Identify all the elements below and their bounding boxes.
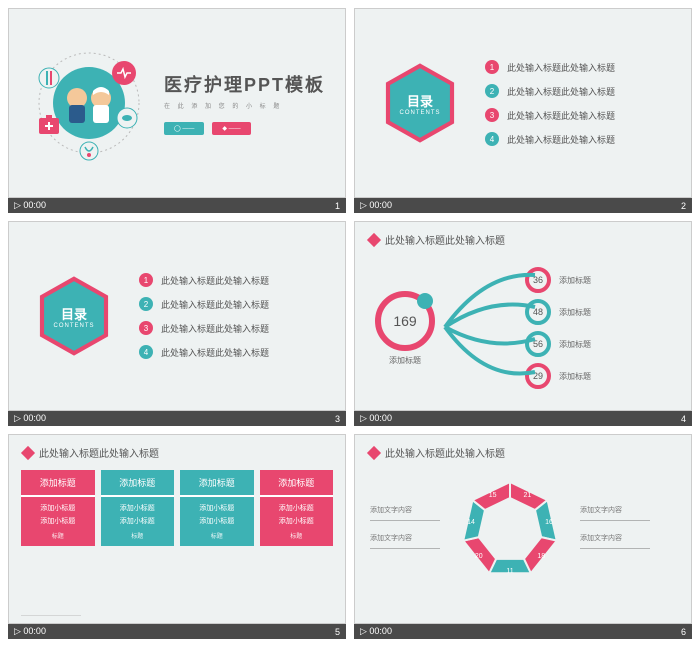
slide-header: 此处输入标题此处输入标题 bbox=[9, 435, 345, 470]
page-number: 4 bbox=[681, 414, 686, 424]
toc-item[interactable]: 1此处输入标题此处输入标题 bbox=[139, 273, 269, 287]
title-block: 医疗护理PPT模板 在 此 添 加 您 的 小 标 题 ◯ —— ◆ —— bbox=[164, 71, 325, 135]
toc-subtitle: CONTENTS bbox=[400, 110, 441, 116]
card[interactable]: 添加标题 添加小标题添加小标题标题 bbox=[101, 470, 175, 623]
svg-text:21: 21 bbox=[523, 492, 531, 499]
time-label: 00:00 bbox=[14, 200, 46, 211]
card[interactable]: 添加标题 添加小标题添加小标题标题 bbox=[21, 470, 95, 623]
center-value: 169 bbox=[375, 291, 435, 351]
slide-footer: 00:00 2 bbox=[354, 198, 692, 213]
svg-text:20: 20 bbox=[475, 553, 483, 560]
page-number: 6 bbox=[681, 627, 686, 637]
slide-1: 医疗护理PPT模板 在 此 添 加 您 的 小 标 题 ◯ —— ◆ —— 00… bbox=[8, 8, 346, 213]
toc-item[interactable]: 2此处输入标题此处输入标题 bbox=[139, 297, 269, 311]
button-1[interactable]: ◯ —— bbox=[164, 122, 204, 135]
slide-header: 此处输入标题此处输入标题 bbox=[355, 435, 691, 470]
page-number: 1 bbox=[335, 201, 340, 211]
toc-subtitle: CONTENTS bbox=[54, 323, 95, 329]
slide-2: 目录 CONTENTS 1此处输入标题此处输入标题 2此处输入标题此处输入标题 … bbox=[354, 8, 692, 213]
svg-text:15: 15 bbox=[489, 492, 497, 499]
card-row: 添加标题 添加小标题添加小标题标题 添加标题 添加小标题添加小标题标题 添加标题… bbox=[9, 470, 345, 623]
card[interactable]: 添加标题 添加小标题添加小标题标题 bbox=[260, 470, 334, 623]
bullet-icon bbox=[367, 445, 381, 459]
toc-title: 目录 bbox=[407, 91, 433, 110]
svg-text:11: 11 bbox=[506, 568, 513, 575]
svg-text:14: 14 bbox=[467, 519, 475, 526]
time-label: 00:00 bbox=[360, 200, 392, 211]
bullet-icon bbox=[367, 232, 381, 246]
svg-text:18: 18 bbox=[537, 553, 545, 560]
toc-item[interactable]: 4此处输入标题此处输入标题 bbox=[485, 132, 615, 146]
slide-footer: 00:00 5 bbox=[8, 624, 346, 639]
toc-item[interactable]: 4此处输入标题此处输入标题 bbox=[139, 345, 269, 359]
toc-item[interactable]: 3此处输入标题此处输入标题 bbox=[139, 321, 269, 335]
toc-title: 目录 bbox=[61, 304, 87, 323]
subtitle: 在 此 添 加 您 的 小 标 题 bbox=[164, 101, 325, 110]
slide-footer: 00:00 3 bbox=[8, 411, 346, 426]
slide-footer: 00:00 4 bbox=[354, 411, 692, 426]
time-label: 00:00 bbox=[360, 413, 392, 424]
toc-item[interactable]: 2此处输入标题此处输入标题 bbox=[485, 84, 615, 98]
time-label: 00:00 bbox=[360, 626, 392, 637]
medical-illustration bbox=[29, 43, 149, 163]
slide-6: 此处输入标题此处输入标题 添加文字内容—————————— 添加文字内容————… bbox=[354, 434, 692, 639]
toc-list: 1此处输入标题此处输入标题 2此处输入标题此处输入标题 3此处输入标题此处输入标… bbox=[485, 60, 615, 146]
slide-footer: 00:00 6 bbox=[354, 624, 692, 639]
toc-hexagon: 目录 CONTENTS bbox=[385, 63, 455, 143]
legend-left: 添加文字内容—————————— 添加文字内容—————————— bbox=[370, 506, 440, 553]
main-title: 医疗护理PPT模板 bbox=[164, 71, 325, 97]
flow-diagram: 169 添加标题 36添加标题 48添加标题 56添加标题 29添加标题 bbox=[355, 257, 691, 399]
page-number: 3 bbox=[335, 414, 340, 424]
footnote: ———————————— bbox=[21, 613, 81, 619]
slide-5: 此处输入标题此处输入标题 添加标题 添加小标题添加小标题标题 添加标题 添加小标… bbox=[8, 434, 346, 639]
time-label: 00:00 bbox=[14, 413, 46, 424]
slide-4: 此处输入标题此处输入标题 169 添加标题 36添加标题 48添加标题 56添加… bbox=[354, 221, 692, 426]
slide-header: 此处输入标题此处输入标题 bbox=[355, 222, 691, 257]
toc-hexagon: 目录 CONTENTS bbox=[39, 276, 109, 356]
page-number: 2 bbox=[681, 201, 686, 211]
card[interactable]: 添加标题 添加小标题添加小标题标题 bbox=[180, 470, 254, 623]
heptagon-chart: 21 16 18 11 20 14 15 bbox=[455, 475, 565, 585]
time-label: 00:00 bbox=[14, 626, 46, 637]
slide-footer: 00:00 1 bbox=[8, 198, 346, 213]
button-2[interactable]: ◆ —— bbox=[212, 122, 250, 135]
svg-text:16: 16 bbox=[545, 519, 553, 526]
legend-right: 添加文字内容—————————— 添加文字内容—————————— bbox=[580, 506, 650, 553]
slide-3: 目录 CONTENTS 1此处输入标题此处输入标题 2此处输入标题此处输入标题 … bbox=[8, 221, 346, 426]
toc-list: 1此处输入标题此处输入标题 2此处输入标题此处输入标题 3此处输入标题此处输入标… bbox=[139, 273, 269, 359]
bullet-icon bbox=[21, 445, 35, 459]
toc-item[interactable]: 1此处输入标题此处输入标题 bbox=[485, 60, 615, 74]
toc-item[interactable]: 3此处输入标题此处输入标题 bbox=[485, 108, 615, 122]
page-number: 5 bbox=[335, 627, 340, 637]
